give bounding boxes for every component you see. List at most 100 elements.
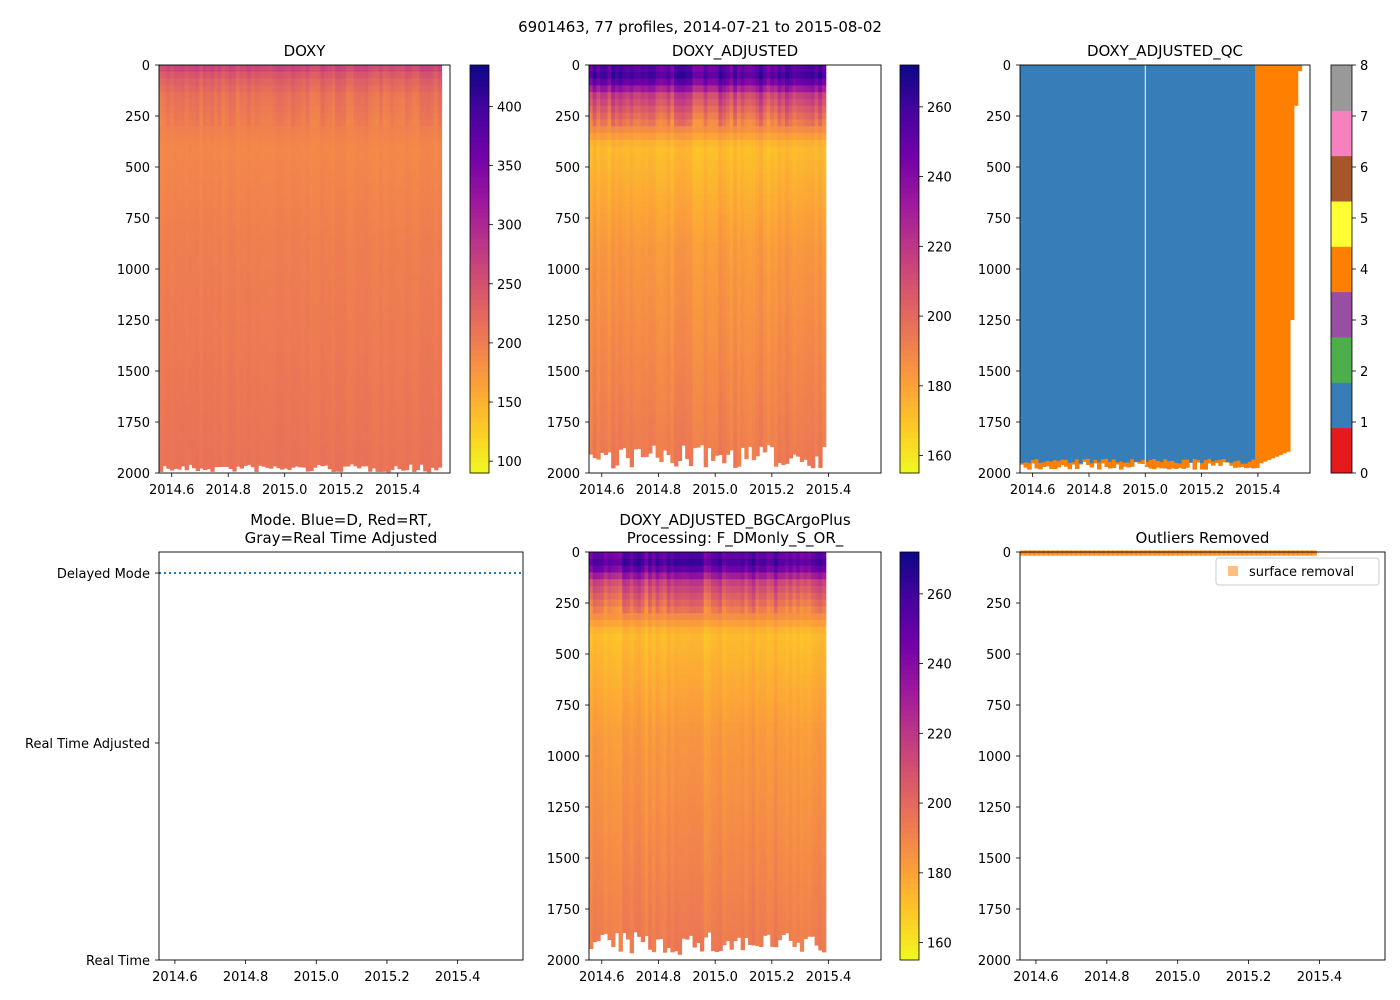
heatmap-cell	[269, 194, 274, 202]
heatmap-cell	[173, 371, 178, 379]
heatmap-cell	[239, 425, 244, 433]
heatmap-cell	[188, 85, 193, 93]
heatmap-cell	[371, 180, 377, 188]
heatmap-cell	[331, 282, 336, 290]
heatmap-cell	[320, 221, 325, 229]
heatmap-cell	[596, 255, 601, 263]
heatmap-cell	[368, 384, 373, 392]
heatmap-cell	[159, 377, 164, 386]
heatmap-cell	[313, 85, 318, 93]
heatmap-cell	[397, 139, 402, 148]
heatmap-cell	[258, 112, 263, 120]
heatmap-cell	[364, 337, 369, 345]
heatmap-cell	[291, 160, 296, 168]
heatmap-cell	[291, 255, 296, 263]
heatmap-cell	[419, 323, 424, 331]
heatmap-cell	[346, 398, 351, 406]
heatmap-cell	[305, 418, 311, 426]
heatmap-cell	[261, 146, 267, 154]
colorbar-segment	[470, 253, 489, 260]
heatmap-cell	[401, 228, 406, 236]
heatmap-cell	[349, 167, 355, 175]
heatmap-cell	[327, 323, 333, 331]
heatmap-cell	[592, 105, 597, 114]
heatmap-cell	[320, 432, 325, 440]
heatmap-cell	[379, 316, 384, 324]
heatmap-cell	[320, 85, 325, 93]
heatmap-cell	[419, 201, 424, 209]
heatmap-cell	[239, 92, 244, 100]
heatmap-cell	[206, 330, 211, 338]
heatmap-cell	[294, 133, 300, 141]
heatmap-cell	[294, 85, 300, 93]
heatmap-cell	[184, 411, 189, 420]
heatmap-cell	[184, 187, 189, 195]
heatmap-cell	[404, 377, 410, 386]
heatmap-cell	[225, 153, 230, 161]
heatmap-cell	[430, 398, 435, 406]
heatmap-cell	[280, 323, 285, 331]
heatmap-cell	[379, 133, 384, 141]
heatmap-cell	[401, 207, 406, 216]
heatmap-cell	[206, 282, 211, 290]
heatmap-cell	[261, 262, 267, 270]
heatmap-cell	[423, 126, 428, 134]
heatmap-cell	[228, 201, 233, 209]
heatmap-cell	[177, 466, 182, 470]
heatmap-cell	[195, 303, 200, 311]
heatmap-cell	[221, 364, 226, 372]
heatmap-cell	[357, 384, 362, 392]
heatmap-cell	[327, 459, 333, 467]
heatmap-cell	[338, 160, 344, 168]
heatmap-cell	[423, 343, 428, 352]
heatmap-cell	[386, 126, 391, 134]
heatmap-cell	[236, 371, 241, 379]
heatmap-cell	[225, 289, 230, 297]
heatmap-cell	[225, 459, 230, 467]
heatmap-cell	[181, 221, 186, 229]
heatmap-cell	[331, 180, 336, 188]
heatmap-cell	[214, 282, 219, 290]
heatmap-cell	[313, 71, 318, 80]
heatmap-cell	[589, 296, 594, 304]
heatmap-cell	[335, 119, 340, 127]
heatmap-cell	[338, 105, 344, 114]
heatmap-cell	[159, 194, 164, 202]
heatmap-cell	[184, 289, 189, 297]
heatmap-cell	[360, 153, 366, 161]
heatmap-cell	[589, 303, 594, 311]
heatmap-cell	[331, 201, 336, 209]
heatmap-cell	[305, 262, 311, 270]
heatmap-cell	[258, 384, 263, 392]
heatmap-cell	[592, 357, 597, 365]
heatmap-cell	[342, 303, 347, 311]
heatmap-cell	[181, 153, 186, 161]
heatmap-cell	[173, 432, 178, 440]
heatmap-cell	[305, 255, 311, 263]
heatmap-cell	[188, 105, 193, 114]
heatmap-cell	[291, 309, 296, 318]
heatmap-cell	[349, 275, 355, 284]
heatmap-cell	[430, 466, 435, 468]
heatmap-cell	[162, 207, 167, 216]
heatmap-cell	[181, 384, 186, 392]
heatmap-cell	[412, 221, 417, 229]
heatmap-cell	[247, 92, 252, 100]
heatmap-cell	[261, 92, 267, 100]
colorbar-segment	[470, 126, 489, 132]
heatmap-cell	[430, 71, 435, 80]
heatmap-cell	[287, 146, 292, 154]
heatmap-cell	[404, 78, 410, 86]
heatmap-cell	[162, 418, 167, 426]
heatmap-cell	[302, 439, 307, 447]
heatmap-cell	[415, 357, 421, 365]
heatmap-cell	[243, 323, 248, 331]
heatmap-cell	[434, 330, 439, 338]
heatmap-cell	[166, 78, 171, 86]
heatmap-cell	[210, 303, 215, 311]
heatmap-cell	[243, 139, 248, 148]
heatmap-cell	[177, 357, 182, 365]
heatmap-cell	[327, 112, 333, 120]
heatmap-cell	[390, 371, 395, 379]
heatmap-cell	[423, 425, 428, 433]
